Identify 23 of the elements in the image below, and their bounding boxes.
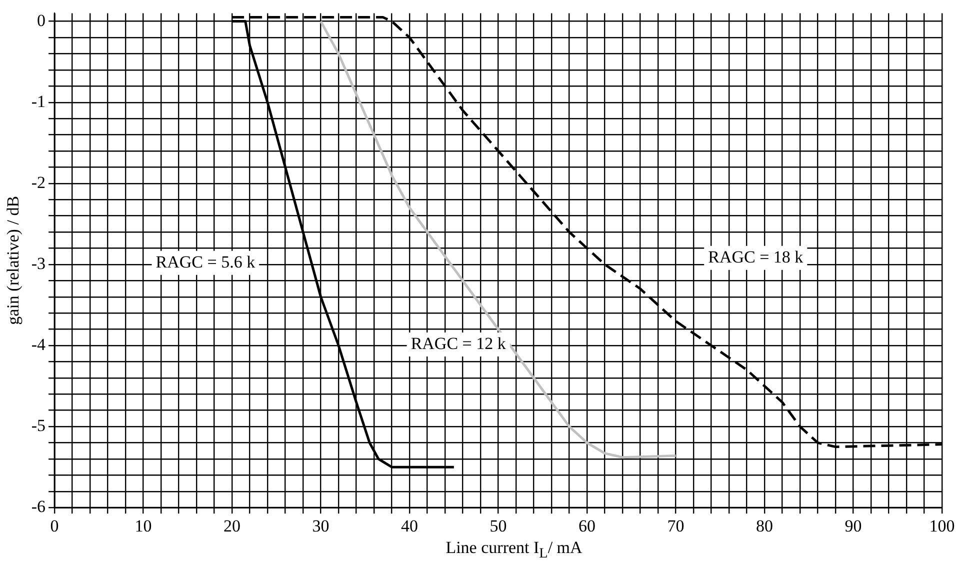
x-tick-label: 30: [312, 516, 330, 536]
x-axis-title: Line current I$_{L}$/ mA: [444, 538, 584, 562]
annotation: RAGC = 12 k: [410, 334, 506, 353]
y-tick-label: -4: [31, 334, 46, 354]
annotation: RAGC = 18 k: [708, 247, 804, 266]
y-tick-label: -2: [31, 172, 46, 192]
x-tick-label: 100: [929, 516, 955, 536]
y-tick-label: -1: [31, 92, 46, 111]
y-tick-label: -6: [31, 497, 46, 516]
annotation: RAGC = 5.6 k: [156, 252, 256, 272]
x-tick-label: 60: [578, 516, 596, 536]
x-tick-label: 40: [401, 516, 418, 536]
y-tick-label: -3: [31, 254, 46, 273]
x-tick-label: 90: [844, 516, 862, 536]
y-tick-label: -5: [31, 416, 46, 436]
x-tick-label: 10: [134, 516, 152, 536]
y-tick-label: 0: [37, 10, 46, 30]
x-tick-label: 50: [490, 516, 507, 536]
x-tick-label: 80: [756, 516, 774, 536]
x-tick-label: 70: [667, 516, 684, 536]
x-tick-label: 0: [50, 516, 59, 536]
x-tick-label: 20: [224, 516, 241, 536]
y-axis-title: gain (relative) / dB: [4, 196, 23, 325]
